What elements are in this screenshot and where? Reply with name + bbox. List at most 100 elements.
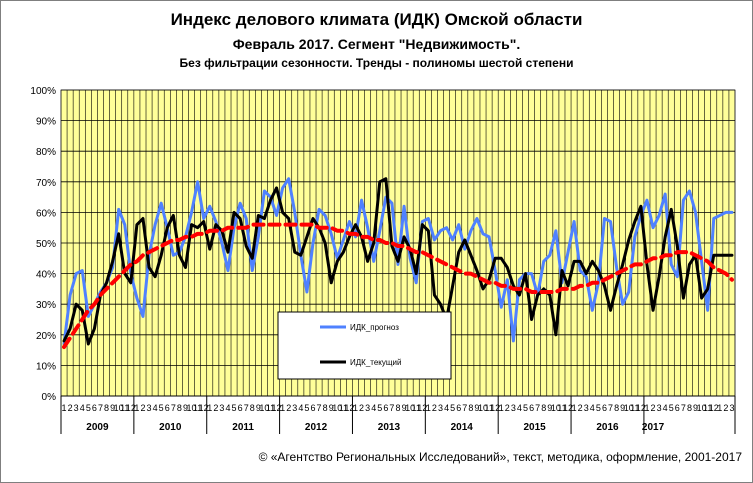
x-tick-label-month: 9	[547, 403, 552, 413]
x-tick-label-month: 4	[298, 403, 303, 413]
x-tick-label-month: 4	[80, 403, 85, 413]
x-tick-label-month: 1	[644, 403, 649, 413]
y-axis-ticks: 0% 10% 20% 30% 40% 50% 60% 70% 80% 90% 100%	[30, 86, 56, 403]
x-tick-label-month: 8	[541, 403, 546, 413]
x-tick-label-month: 10	[551, 403, 561, 413]
x-tick-label-month: 9	[402, 403, 407, 413]
y-tick-label: 60%	[36, 208, 56, 219]
x-tick-label-month: 7	[462, 403, 467, 413]
x-tick-label-month: 3	[729, 403, 734, 413]
x-tick-label-month: 1	[280, 403, 285, 413]
x-tick-label-month: 6	[165, 403, 170, 413]
x-tick-label-month: 2	[140, 403, 145, 413]
x-tick-label-month: 1	[134, 403, 139, 413]
x-tick-label-month: 8	[614, 403, 619, 413]
x-tick-label-month: 1	[572, 403, 577, 413]
y-tick-label: 10%	[36, 361, 56, 372]
x-tick-label-month: 8	[177, 403, 182, 413]
x-tick-label-month: 5	[596, 403, 601, 413]
x-tick-label-month: 4	[153, 403, 158, 413]
x-tick-label-month: 6	[456, 403, 461, 413]
x-tick-label-month: 6	[238, 403, 243, 413]
x-tick-label-year: 2014	[451, 422, 474, 433]
y-tick-label: 70%	[36, 178, 56, 189]
x-tick-label-month: 9	[110, 403, 115, 413]
x-tick-label-month: 2	[432, 403, 437, 413]
x-tick-label-month: 11	[703, 403, 712, 413]
legend-box	[277, 311, 452, 380]
x-tick-label-month: 9	[183, 403, 188, 413]
x-tick-label-month: 7	[535, 403, 540, 413]
chart-subtitle: Февраль 2017. Сегмент "Недвижимость".	[232, 36, 521, 52]
x-tick-label-month: 11	[557, 403, 566, 413]
x-tick-label-month: 12	[344, 403, 354, 413]
x-tick-label-month: 9	[256, 403, 261, 413]
x-tick-label-month: 5	[86, 403, 91, 413]
legend: ИДК_прогноз ИДК_текущий	[277, 311, 452, 380]
x-tick-label-month: 3	[74, 403, 79, 413]
x-tick-label-month: 4	[517, 403, 522, 413]
x-tick-label-month: 1	[62, 403, 67, 413]
x-tick-label-year: 2010	[159, 422, 182, 433]
x-tick-label-month: 12	[490, 403, 500, 413]
x-tick-label-month: 1	[207, 403, 212, 413]
x-tick-label-month: 10	[332, 403, 342, 413]
x-tick-label-year: 2013	[378, 422, 401, 433]
x-tick-label-month: 3	[292, 403, 297, 413]
x-tick-label-year: 2015	[523, 422, 546, 433]
x-tick-label-month: 11	[120, 403, 129, 413]
x-tick-label-month: 2	[578, 403, 583, 413]
x-tick-label-month: 2	[359, 403, 364, 413]
y-tick-label: 20%	[36, 331, 56, 342]
x-tick-label-month: 4	[663, 403, 668, 413]
x-tick-label-year: 2012	[305, 422, 328, 433]
chart-subtitle-2: Без фильтрации сезонности. Тренды - поли…	[179, 56, 574, 70]
x-tick-label-month: 12	[417, 403, 427, 413]
x-tick-label-month: 10	[187, 403, 197, 413]
x-tick-label-month: 6	[675, 403, 680, 413]
x-tick-label-month: 10	[624, 403, 634, 413]
x-tick-label-month: 5	[523, 403, 528, 413]
series-lines	[62, 177, 734, 350]
x-tick-label-month: 1	[353, 403, 358, 413]
x-tick-label-month: 11	[484, 403, 493, 413]
x-tick-label-month: 10	[697, 403, 707, 413]
x-tick-label-month: 11	[339, 403, 348, 413]
legend-label-tekushchiy: ИДК_текущий	[350, 358, 401, 367]
x-tick-label-month: 1	[499, 403, 504, 413]
x-tick-label-month: 5	[232, 403, 237, 413]
x-tick-label-month: 10	[114, 403, 124, 413]
x-tick-label-month: 7	[317, 403, 322, 413]
x-tick-label-month: 12	[636, 403, 646, 413]
x-tick-label-month: 3	[438, 403, 443, 413]
x-tick-label-month: 5	[450, 403, 455, 413]
x-tick-label-month: 7	[244, 403, 249, 413]
x-tick-label-month: 2	[505, 403, 510, 413]
x-tick-label-month: 8	[250, 403, 255, 413]
x-tick-label-month: 6	[529, 403, 534, 413]
x-tick-label-month: 12	[709, 403, 719, 413]
x-tick-label-year: 2009	[86, 422, 109, 433]
x-tick-label-month: 5	[159, 403, 164, 413]
x-tick-label-month: 4	[444, 403, 449, 413]
x-tick-label-month: 2	[723, 403, 728, 413]
x-tick-label-month: 9	[620, 403, 625, 413]
x-tick-label-month: 10	[259, 403, 269, 413]
x-tick-label-month: 7	[608, 403, 613, 413]
x-tick-label-month: 6	[383, 403, 388, 413]
x-tick-label-month: 2	[213, 403, 218, 413]
x-tick-label-month: 2	[286, 403, 291, 413]
x-tick-label-month: 3	[584, 403, 589, 413]
x-tick-label-month: 8	[395, 403, 400, 413]
chart-title: Индекс делового климата (ИДК) Омской обл…	[170, 10, 583, 29]
x-tick-label-month: 5	[669, 403, 674, 413]
x-tick-label-month: 7	[681, 403, 686, 413]
x-tick-label-month: 4	[590, 403, 595, 413]
series-line-prognoz	[62, 177, 734, 346]
x-tick-label-month: 11	[630, 403, 639, 413]
y-tick-label: 30%	[36, 300, 56, 311]
series-line-trend	[62, 222, 734, 350]
x-tick-label-month: 6	[602, 403, 607, 413]
